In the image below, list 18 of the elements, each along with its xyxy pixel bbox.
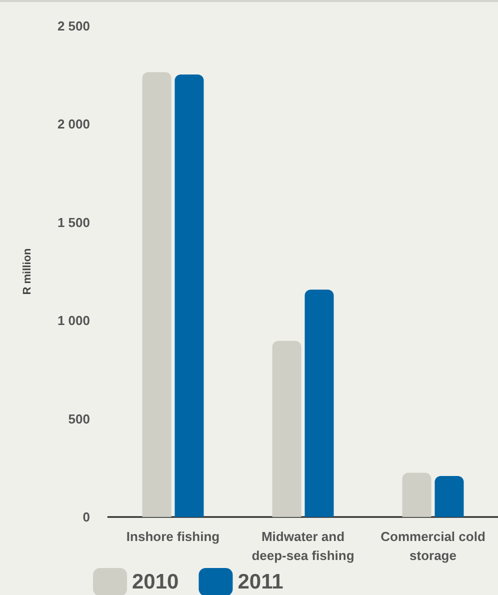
- y-tick-label: 1 000: [57, 313, 90, 328]
- x-tick-label: Inshore fishing: [126, 529, 220, 544]
- bar: [272, 340, 302, 517]
- y-tick-label: 500: [68, 411, 90, 426]
- bar: [174, 74, 204, 517]
- y-tick-label: 0: [82, 510, 90, 524]
- y-tick-label: 1 500: [57, 214, 90, 230]
- y-tick-label: 2 500: [57, 18, 90, 34]
- bar: [142, 72, 172, 517]
- bar: [304, 290, 334, 517]
- legend-label: 2010: [132, 570, 179, 594]
- x-tick-label: Midwater and deep-sea fishing: [252, 529, 354, 563]
- bar: [402, 472, 432, 517]
- legend-label: 2011: [238, 570, 284, 594]
- y-axis-title: R million: [22, 248, 34, 295]
- x-tick-label: Commercial cold storage: [380, 529, 486, 563]
- y-tick-label: 2 000: [57, 116, 90, 132]
- bar: [434, 476, 464, 517]
